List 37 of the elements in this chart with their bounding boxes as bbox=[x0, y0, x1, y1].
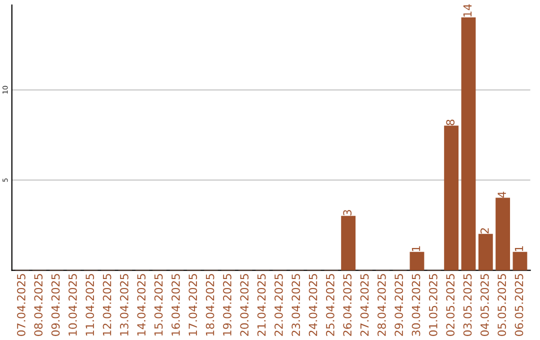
x-tick-label: 18.04.2025 bbox=[206, 274, 214, 336]
x-tick-label: 10.04.2025 bbox=[68, 274, 77, 336]
data-label: 14 bbox=[463, 4, 472, 17]
x-tick-label: 08.04.2025 bbox=[34, 274, 43, 336]
x-tick-label: 29.04.2025 bbox=[394, 274, 404, 336]
x-tick-label: 14.04.2025 bbox=[137, 274, 146, 336]
x-tick-label: 05.05.2025 bbox=[498, 274, 506, 336]
x-tick-label: 04.05.2025 bbox=[480, 274, 489, 336]
x-tick-label: 26.04.2025 bbox=[343, 274, 352, 336]
data-label: 8 bbox=[446, 120, 455, 126]
x-tick-label: 30.04.2025 bbox=[412, 274, 420, 336]
x-tick-label: 09.04.2025 bbox=[51, 274, 60, 336]
data-label: 1 bbox=[412, 246, 420, 252]
x-tick-label: 19.04.2025 bbox=[222, 274, 232, 336]
x-tick-label: 03.05.2025 bbox=[463, 274, 472, 336]
x-tick-label: 20.04.2025 bbox=[240, 274, 249, 336]
data-label: 4 bbox=[498, 192, 506, 198]
x-tick-label: 24.04.2025 bbox=[308, 274, 318, 336]
x-tick-label: 13.04.2025 bbox=[120, 274, 128, 336]
x-tick-label: 17.04.2025 bbox=[188, 274, 198, 336]
x-tick-label: 06.05.2025 bbox=[514, 274, 524, 336]
x-tick-label: 11.04.2025 bbox=[86, 274, 94, 336]
x-tick-label: 21.04.2025 bbox=[257, 274, 266, 336]
x-tick-label: 28.04.2025 bbox=[377, 274, 386, 336]
data-label: 1 bbox=[514, 246, 524, 252]
x-tick-label: 15.04.2025 bbox=[154, 274, 163, 336]
x-tick-label: 23.04.2025 bbox=[292, 274, 300, 336]
x-tick-label: 01.05.2025 bbox=[428, 274, 438, 336]
x-tick-label: 07.04.2025 bbox=[17, 274, 26, 336]
data-label: 2 bbox=[480, 228, 489, 234]
x-tick-label: 27.04.2025 bbox=[360, 274, 369, 336]
x-tick-label: 25.04.2025 bbox=[326, 274, 334, 336]
x-tick-label: 02.05.2025 bbox=[446, 274, 455, 336]
x-tick-label: 16.04.2025 bbox=[171, 274, 180, 336]
x-tick-label: 12.04.2025 bbox=[102, 274, 112, 336]
data-label: 3 bbox=[343, 210, 352, 216]
x-tick-label: 22.04.2025 bbox=[274, 274, 283, 336]
